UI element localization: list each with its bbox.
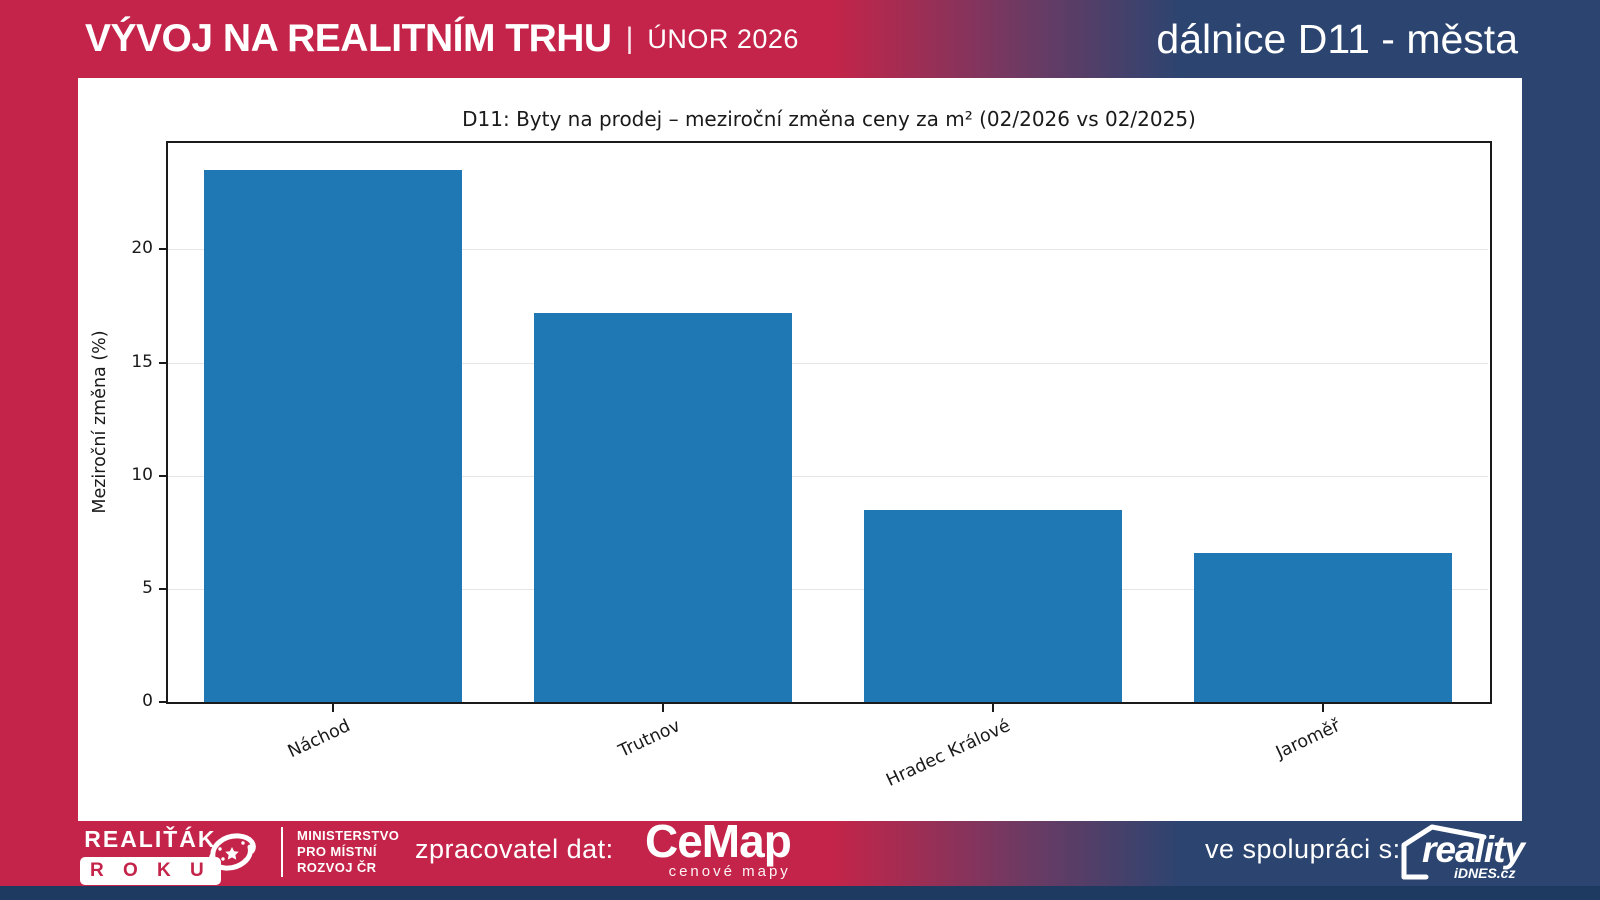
y-tick-mark	[159, 361, 168, 364]
ministry-swirl-icon	[209, 833, 256, 871]
footer-band: REALIŤÁK R O K U MINISTERSTVO PRO MÍSTNÍ…	[0, 817, 1600, 886]
cemap-name: CeMap	[645, 815, 792, 867]
y-tick-mark	[159, 587, 168, 590]
page-title: VÝVOJ NA REALITNÍM TRHU	[85, 17, 612, 60]
y-tick-label: 0	[142, 691, 153, 711]
cemap-tagline: cenové mapy	[668, 863, 791, 880]
bar-hradec-králové	[864, 509, 1122, 702]
house-icon	[1401, 824, 1487, 880]
ministry-divider	[281, 827, 283, 877]
chart-title: D11: Byty na prodej – meziroční změna ce…	[462, 107, 1196, 131]
reality-sub: iDNES.cz	[1454, 865, 1516, 881]
realitak-roku-logo: REALIŤÁK R O K U	[80, 826, 221, 885]
reality-idnes-logo: reality iDNES.cz	[1392, 821, 1525, 886]
plot-border	[166, 141, 1492, 704]
y-tick-mark	[159, 248, 168, 251]
ministry-text: MINISTERSTVO PRO MÍSTNÍ ROZVOJ ČR	[297, 828, 399, 876]
bar-náchod	[204, 170, 462, 702]
x-tick-mark	[992, 704, 994, 712]
x-tick-mark	[332, 704, 334, 712]
reality-name: reality	[1422, 829, 1525, 870]
bar-trutnov	[534, 312, 792, 702]
header-band: VÝVOJ NA REALITNÍM TRHU | ÚNOR 2026 dáln…	[0, 0, 1600, 78]
roku-badge: R O K U	[80, 857, 221, 885]
cemap-logo: CeMap cenové mapy	[645, 815, 792, 880]
partner-label: ve spolupráci s:	[1205, 834, 1401, 864]
gridline	[168, 249, 1488, 251]
y-tick-label: 20	[131, 238, 153, 259]
bottom-accent-strip	[0, 886, 1600, 900]
y-tick-label: 15	[131, 351, 153, 372]
ministry-line-1: MINISTERSTVO	[297, 828, 400, 843]
header-region-title: dálnice D11 - města	[1156, 15, 1518, 62]
header-left-group: VÝVOJ NA REALITNÍM TRHU | ÚNOR 2026	[85, 0, 799, 78]
x-tick-mark	[662, 704, 664, 712]
header-date: ÚNOR 2026	[647, 23, 799, 54]
gridline	[168, 362, 1488, 364]
data-provider-label: zpracovatel dat:	[415, 834, 614, 864]
y-tick-label: 10	[131, 464, 153, 485]
gridline	[168, 475, 1488, 477]
x-tick-mark	[1322, 704, 1324, 712]
y-tick-mark	[159, 474, 168, 477]
y-tick-label: 5	[142, 577, 153, 598]
realitak-label: REALIŤÁK	[84, 826, 217, 852]
gridline	[168, 588, 1488, 590]
header-separator: |	[625, 22, 634, 55]
bar-jaroměř	[1194, 552, 1452, 702]
ministry-line-2: PRO MÍSTNÍ	[297, 844, 377, 859]
ministry-line-3: ROZVOJ ČR	[297, 860, 377, 875]
y-tick-mark	[159, 701, 168, 703]
ministry-logo-group: MINISTERSTVO PRO MÍSTNÍ ROZVOJ ČR	[203, 823, 399, 881]
